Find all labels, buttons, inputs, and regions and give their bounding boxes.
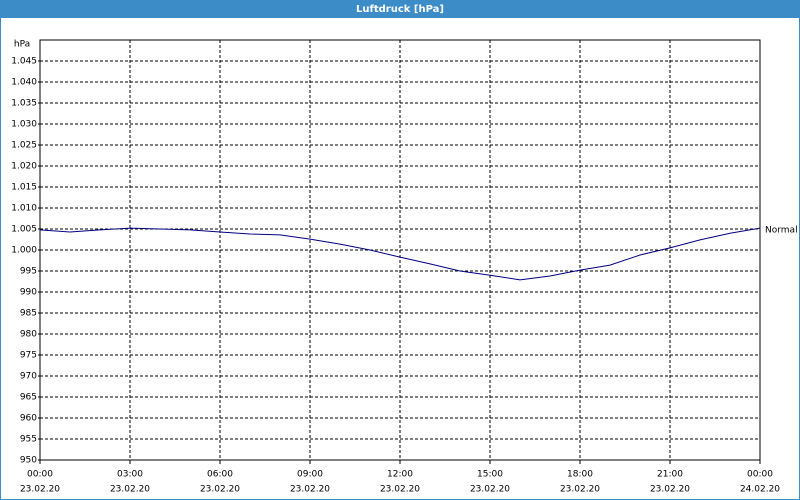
y-tick-label: 1.020 <box>11 162 37 172</box>
y-tick-label: 1.040 <box>11 78 37 88</box>
x-tick-label: 12:00 <box>387 470 413 480</box>
x-tick-label: 03:00 <box>117 470 143 480</box>
y-tick-label: 1.025 <box>11 141 37 151</box>
y-tick-label: 1.005 <box>11 225 37 235</box>
x-tick-label: 15:00 <box>477 470 503 480</box>
x-tick-date: 23.02.20 <box>20 485 60 495</box>
series-label: Normal <box>765 226 798 236</box>
y-tick-label: 970 <box>20 372 37 382</box>
title-bar <box>0 0 800 18</box>
y-tick-label: 1.000 <box>11 246 37 256</box>
y-tick-label: 965 <box>20 393 37 403</box>
x-tick-date: 23.02.20 <box>200 485 240 495</box>
y-tick-label: 1.035 <box>11 99 37 109</box>
y-tick-label: 1.030 <box>11 120 37 130</box>
x-tick-date: 24.02.20 <box>740 485 780 495</box>
y-tick-label: 975 <box>20 351 37 361</box>
y-tick-label: 990 <box>20 288 37 298</box>
x-tick-label: 21:00 <box>657 470 683 480</box>
x-tick-date: 23.02.20 <box>560 485 600 495</box>
y-tick-label: 955 <box>20 435 37 445</box>
y-tick-label: 1.045 <box>11 57 37 67</box>
x-tick-label: 06:00 <box>207 470 233 480</box>
y-tick-label: 950 <box>20 456 37 466</box>
x-tick-label: 00:00 <box>747 470 773 480</box>
x-tick-label: 09:00 <box>297 470 323 480</box>
y-tick-label: 985 <box>20 309 37 319</box>
x-tick-date: 23.02.20 <box>110 485 150 495</box>
x-tick-date: 23.02.20 <box>380 485 420 495</box>
x-tick-label: 18:00 <box>567 470 593 480</box>
y-tick-label: 995 <box>20 267 37 277</box>
x-tick-date: 23.02.20 <box>470 485 510 495</box>
y-axis-label: hPa <box>14 40 30 50</box>
x-tick-date: 23.02.20 <box>290 485 330 495</box>
data-line <box>39 227 761 281</box>
y-tick-label: 1.015 <box>11 183 37 193</box>
x-tick-date: 23.02.20 <box>650 485 690 495</box>
y-tick-label: 980 <box>20 330 37 340</box>
chart-title: Luftdruck [hPa] <box>356 4 444 15</box>
x-tick-label: 00:00 <box>27 470 53 480</box>
y-tick-label: 960 <box>20 414 37 424</box>
y-tick-label: 1.010 <box>11 204 37 214</box>
